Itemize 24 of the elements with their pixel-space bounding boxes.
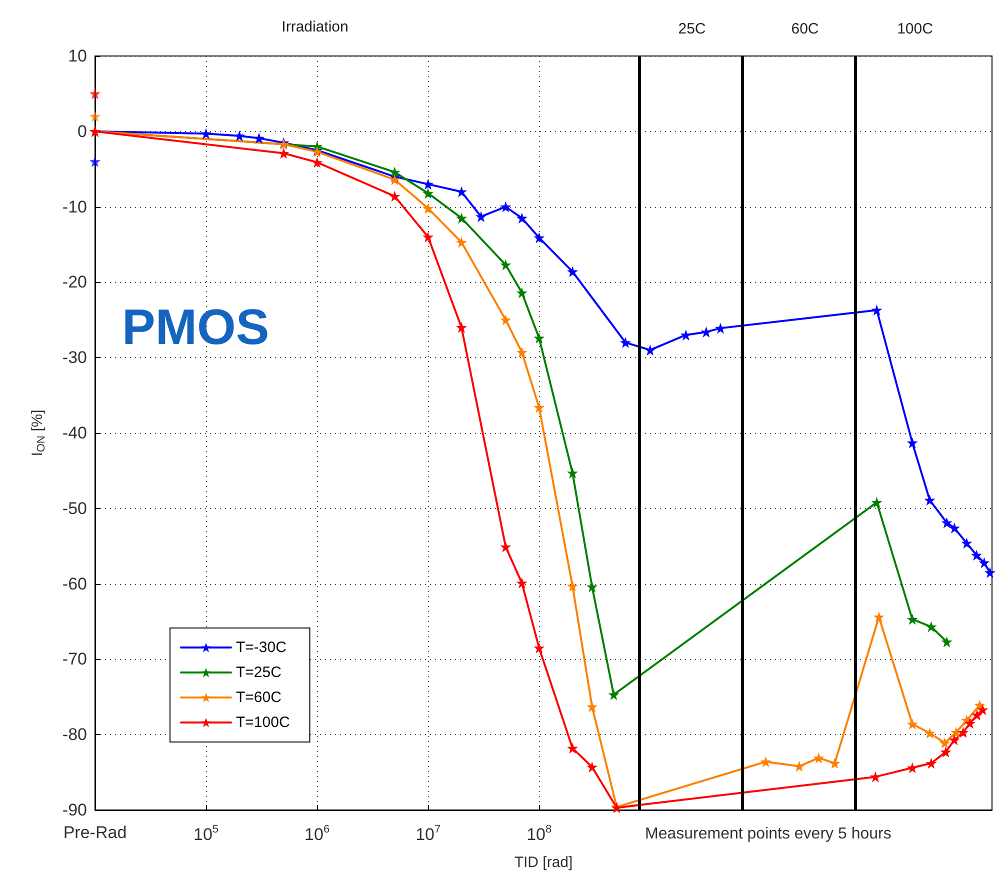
text: Irradiation bbox=[282, 18, 348, 36]
legend-label: T=60C bbox=[236, 689, 282, 706]
annotation: PMOS bbox=[122, 299, 270, 355]
x-tick-label: Pre-Rad bbox=[63, 823, 127, 842]
x-axis-title: TID [rad] bbox=[514, 854, 573, 871]
y-tick-label: -70 bbox=[62, 650, 87, 669]
legend-label: T=-30C bbox=[236, 639, 287, 656]
y-tick-label: 0 bbox=[78, 122, 87, 141]
y-tick-label: -40 bbox=[62, 424, 87, 442]
y-tick-label: -30 bbox=[62, 348, 87, 368]
y-tick-label: -90 bbox=[62, 800, 87, 820]
text: Measurement points every 5 hours bbox=[645, 826, 892, 842]
y-axis-title: ION [%] bbox=[29, 410, 48, 456]
text: 60C bbox=[791, 20, 819, 38]
y-tick-label: -10 bbox=[62, 197, 87, 216]
text: 25C bbox=[678, 20, 706, 38]
y-tick-label: -80 bbox=[62, 725, 87, 744]
y-tick-label: -60 bbox=[62, 574, 87, 594]
y-tick-label: 10 bbox=[68, 46, 87, 66]
y-tick-label: -20 bbox=[62, 272, 87, 292]
legend-label: T=25C bbox=[236, 664, 282, 681]
text: 100C bbox=[897, 20, 934, 38]
y-tick-label: -50 bbox=[62, 498, 87, 518]
legend-label: T=100C bbox=[236, 714, 290, 731]
